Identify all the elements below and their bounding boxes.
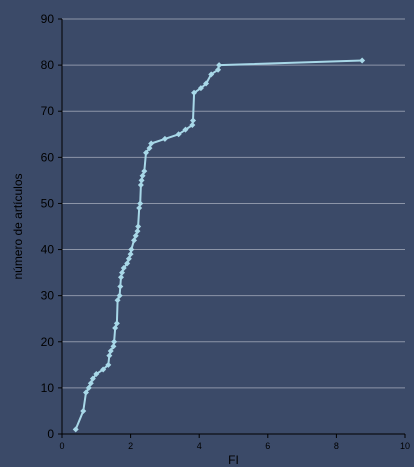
data-point: [146, 145, 153, 152]
x-tick-label-0: 0: [59, 441, 64, 451]
y-tick-label-30: 30: [41, 289, 55, 303]
data-point: [89, 375, 96, 382]
data-point: [124, 260, 131, 267]
data-point: [85, 384, 92, 391]
data-point: [139, 172, 146, 179]
data-point: [83, 389, 90, 396]
y-tick-label-70: 70: [41, 104, 55, 118]
data-point: [110, 343, 117, 350]
data-point: [131, 237, 138, 244]
data-point: [128, 246, 135, 253]
data-point: [100, 366, 107, 373]
data-point: [136, 205, 143, 212]
data-point: [105, 361, 112, 368]
data-point: [203, 80, 210, 87]
data-point: [137, 200, 144, 207]
data-point: [106, 352, 113, 359]
data-point: [80, 407, 87, 414]
series-line: [74, 59, 363, 430]
data-point: [132, 232, 139, 239]
x-tick-label-6: 6: [265, 441, 270, 451]
data-point: [175, 131, 182, 138]
data-point: [125, 255, 132, 262]
gridlines: [62, 18, 405, 389]
data-point: [141, 168, 148, 175]
y-tick-label-80: 80: [41, 58, 55, 72]
data-point: [87, 380, 94, 387]
y-axis-title: número de artículos: [11, 173, 25, 279]
data-point: [215, 66, 222, 73]
data-point: [111, 338, 118, 345]
y-tick-label-40: 40: [41, 243, 55, 257]
data-point: [117, 283, 124, 290]
data-point: [359, 57, 366, 64]
y-tick-label-20: 20: [41, 335, 55, 349]
data-point: [190, 117, 197, 124]
data-point: [137, 182, 144, 188]
y-tick-label-90: 90: [41, 12, 55, 26]
data-point: [138, 177, 145, 184]
axes: [61, 19, 405, 435]
data-point: [72, 426, 79, 433]
y-tick-labels: 0 10 20 30 40 50 60 70 80 90: [41, 12, 62, 441]
x-tick-label-10: 10: [400, 441, 410, 451]
data-point: [148, 140, 155, 147]
data-point: [134, 228, 141, 235]
x-tick-label-8: 8: [334, 441, 339, 451]
data-point: [189, 122, 196, 129]
data-point: [197, 85, 204, 92]
series: [72, 57, 366, 433]
data-point: [120, 265, 127, 271]
data-point: [191, 89, 198, 96]
data-point: [93, 371, 100, 378]
data-point: [107, 348, 114, 354]
data-point: [112, 324, 119, 331]
y-tick-label-50: 50: [41, 196, 55, 210]
data-point: [182, 126, 189, 133]
data-point: [208, 71, 215, 78]
data-point: [116, 292, 123, 299]
data-point: [114, 297, 121, 304]
data-point: [113, 320, 120, 327]
y-tick-label-60: 60: [41, 150, 55, 164]
x-tick-label-2: 2: [128, 441, 133, 451]
data-point: [143, 149, 150, 156]
data-point: [119, 269, 126, 276]
data-point: [161, 135, 168, 142]
x-axis-title: FI: [228, 453, 239, 467]
data-point: [117, 274, 124, 281]
data-point: [216, 62, 223, 69]
x-tick-label-4: 4: [197, 441, 202, 451]
y-tick-label-0: 0: [47, 427, 54, 441]
y-tick-label-10: 10: [41, 381, 55, 395]
data-point: [127, 251, 134, 258]
x-tick-labels: 0 2 4 6 8 10: [59, 434, 410, 451]
data-point: [135, 223, 142, 230]
